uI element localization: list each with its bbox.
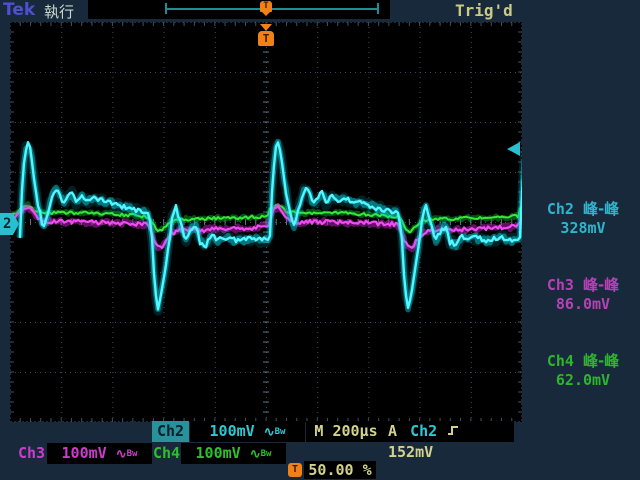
- rising-edge-icon: [448, 426, 459, 435]
- coupling-icon: ∿: [249, 447, 261, 462]
- trigger-flag-icon: T: [258, 31, 274, 46]
- timebase-readout: M 200µs: [306, 421, 386, 442]
- tek-logo: Tek: [3, 0, 36, 20]
- measurement-ch2-value: 328mV: [560, 219, 606, 237]
- coupling-icon: ∿: [263, 425, 275, 440]
- ch2-scale: 100mV: [209, 422, 255, 440]
- timebase-value: 200µs: [332, 422, 378, 440]
- ch2-ground-marker: 2: [0, 213, 19, 235]
- coupling-icon: ∿: [115, 447, 127, 462]
- trigger-level: 152mV: [388, 443, 434, 461]
- trigger-status: Trig'd: [455, 1, 513, 20]
- trigger-level-arrow-icon: [507, 142, 520, 156]
- trigger-position-icon: T: [260, 1, 272, 16]
- record-view-right-bracket: [377, 3, 379, 14]
- trigger-mode: A: [388, 422, 398, 440]
- trigger-arrow-down-icon: [260, 24, 272, 31]
- measurement-ch4-pkpk: Ch4 峰-峰 62.0mV: [526, 352, 640, 390]
- measurement-ch3-channel: Ch3: [546, 276, 574, 294]
- trigger-readout: A Ch2 152mV: [384, 421, 514, 461]
- measurement-ch4-label: 峰-峰: [582, 352, 620, 370]
- measurement-ch2-channel: Ch2: [546, 200, 574, 218]
- ch3-label: Ch3: [18, 444, 46, 462]
- ch2-badge: Ch2: [152, 421, 189, 442]
- waveform-display: [10, 22, 533, 422]
- trigger-position-marker: T: [258, 24, 274, 46]
- timebase-label: M: [314, 422, 324, 440]
- bandwidth-limit-icon: Bw: [260, 449, 272, 459]
- bandwidth-limit-icon: Bw: [274, 427, 286, 437]
- bandwidth-limit-icon: Bw: [126, 449, 138, 459]
- measurement-ch3-value: 86.0mV: [555, 295, 611, 313]
- ch4-label: Ch4: [153, 444, 181, 462]
- measurement-ch3-label: 峰-峰: [582, 276, 620, 294]
- measurement-ch4-channel: Ch4: [546, 352, 574, 370]
- acquisition-status: 執行: [44, 3, 75, 21]
- trigger-position-icon: T: [288, 463, 302, 477]
- trigger-source: Ch2: [410, 422, 438, 440]
- horizontal-position-readout: 50.00 %: [304, 461, 376, 479]
- measurement-ch3-pkpk: Ch3 峰-峰 86.0mV: [526, 276, 640, 314]
- measurement-ch2-label: 峰-峰: [582, 200, 620, 218]
- ch3-scale: 100mV: [61, 444, 107, 462]
- ch4-scale-readout: 100mV ∿Bw: [181, 443, 286, 464]
- scope-canvas: [10, 22, 533, 422]
- measurement-ch2-pkpk: Ch2 峰-峰 328mV: [526, 200, 640, 238]
- ch4-scale: 100mV: [195, 444, 241, 462]
- ch3-scale-readout: 100mV ∿Bw: [47, 443, 152, 464]
- record-view-left-bracket: [165, 3, 167, 14]
- measurement-ch4-value: 62.0mV: [555, 371, 611, 389]
- ch2-scale-readout: 100mV ∿Bw: [190, 421, 305, 442]
